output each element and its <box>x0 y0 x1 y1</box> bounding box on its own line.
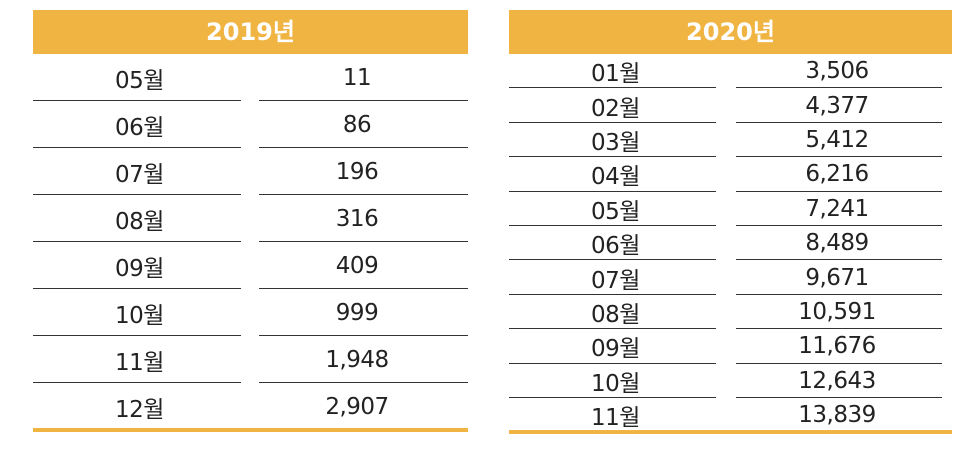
table-2020: 2020년 01월 3,506 02월 4,377 03월 5,412 04월 … <box>509 10 952 435</box>
value-cell: 12,643 <box>798 367 876 394</box>
row-divider <box>509 121 716 123</box>
value-cell: 13,839 <box>798 402 876 429</box>
row-divider <box>509 190 716 192</box>
table-row: 02월 4,377 <box>509 88 952 123</box>
row-divider <box>736 362 942 364</box>
month-cell: 07월 <box>591 267 640 294</box>
value-cell: 11 <box>342 64 372 91</box>
table-row: 10월 12,643 <box>509 364 952 398</box>
row-divider <box>736 190 942 192</box>
row-divider <box>33 100 241 101</box>
row-divider <box>259 382 468 383</box>
row-divider <box>33 382 241 383</box>
row-divider <box>509 224 716 226</box>
row-divider <box>259 100 468 101</box>
table-header-2020: 2020년 <box>509 10 952 54</box>
row-divider <box>33 241 241 242</box>
value-cell: 9,671 <box>805 264 869 291</box>
table-row: 11월 1,948 <box>33 336 468 383</box>
table-row: 09월 11,676 <box>509 329 952 364</box>
row-divider <box>259 147 468 148</box>
month-cell: 05월 <box>115 67 164 94</box>
table-row: 01월 3,506 <box>509 54 952 89</box>
month-cell: 10월 <box>591 370 640 397</box>
value-cell: 4,377 <box>805 92 869 119</box>
value-cell: 196 <box>335 158 379 185</box>
value-cell: 86 <box>342 111 372 138</box>
table-row: 07월 196 <box>33 148 468 195</box>
table-row: 09월 409 <box>33 242 468 289</box>
row-divider <box>33 335 241 336</box>
row-divider <box>736 259 942 261</box>
table-header-2019: 2019년 <box>33 10 468 54</box>
table-row: 06월 86 <box>33 101 468 148</box>
table-row: 12월 2,907 <box>33 383 468 430</box>
table-row: 07월 9,671 <box>509 260 952 295</box>
row-divider <box>259 335 468 336</box>
row-divider <box>509 328 716 330</box>
value-cell: 2,907 <box>325 393 389 420</box>
row-divider <box>33 194 241 195</box>
value-cell: 6,216 <box>805 161 869 188</box>
value-cell: 5,412 <box>805 126 869 153</box>
row-divider <box>509 293 716 295</box>
value-cell: 10,591 <box>798 298 876 325</box>
row-divider <box>33 288 241 289</box>
month-cell: 05월 <box>591 198 640 225</box>
row-divider <box>736 293 942 295</box>
month-cell: 04월 <box>591 164 640 191</box>
month-cell: 11월 <box>115 349 164 376</box>
month-cell: 11월 <box>591 405 640 432</box>
month-cell: 01월 <box>591 61 640 88</box>
row-divider <box>509 87 716 89</box>
value-cell: 316 <box>335 205 379 232</box>
row-divider <box>33 147 241 148</box>
row-divider <box>259 288 468 289</box>
row-divider <box>509 362 716 364</box>
row-divider <box>509 259 716 261</box>
table-bottom-bar <box>33 428 468 432</box>
row-divider <box>736 121 942 123</box>
row-divider <box>736 224 942 226</box>
table-row: 03월 5,412 <box>509 123 952 158</box>
table-2019: 2019년 05월 11 06월 86 07월 196 08월 316 09월 <box>33 10 468 432</box>
value-cell: 999 <box>335 299 379 326</box>
table-rows-2019: 05월 11 06월 86 07월 196 08월 316 09월 409 <box>33 54 468 430</box>
month-cell: 09월 <box>591 336 640 363</box>
row-divider <box>736 87 942 89</box>
table-row: 10월 999 <box>33 289 468 336</box>
table-row: 05월 11 <box>33 54 468 101</box>
row-divider <box>259 194 468 195</box>
table-row: 08월 10,591 <box>509 295 952 330</box>
value-cell: 11,676 <box>798 333 876 360</box>
table-rows-2020: 01월 3,506 02월 4,377 03월 5,412 04월 6,216 … <box>509 54 952 432</box>
month-cell: 06월 <box>591 233 640 260</box>
month-cell: 12월 <box>115 396 164 423</box>
month-cell: 02월 <box>591 95 640 122</box>
table-row: 11월 13,839 <box>509 398 952 432</box>
value-cell: 8,489 <box>805 230 869 257</box>
month-cell: 08월 <box>115 208 164 235</box>
table-row: 04월 6,216 <box>509 157 952 192</box>
table-row: 08월 316 <box>33 195 468 242</box>
month-cell: 09월 <box>115 255 164 282</box>
value-cell: 3,506 <box>805 58 869 85</box>
row-divider <box>509 156 716 158</box>
table-row: 05월 7,241 <box>509 192 952 226</box>
table-bottom-bar <box>509 430 952 435</box>
month-cell: 07월 <box>115 161 164 188</box>
table-row: 06월 8,489 <box>509 226 952 261</box>
month-cell: 06월 <box>115 114 164 141</box>
value-cell: 1,948 <box>325 346 389 373</box>
value-cell: 7,241 <box>805 195 869 222</box>
month-cell: 10월 <box>115 302 164 329</box>
row-divider <box>509 396 716 398</box>
row-divider <box>736 328 942 330</box>
row-divider <box>736 396 942 398</box>
value-cell: 409 <box>335 252 379 279</box>
row-divider <box>736 156 942 158</box>
month-cell: 03월 <box>591 129 640 156</box>
month-cell: 08월 <box>591 301 640 328</box>
row-divider <box>259 241 468 242</box>
